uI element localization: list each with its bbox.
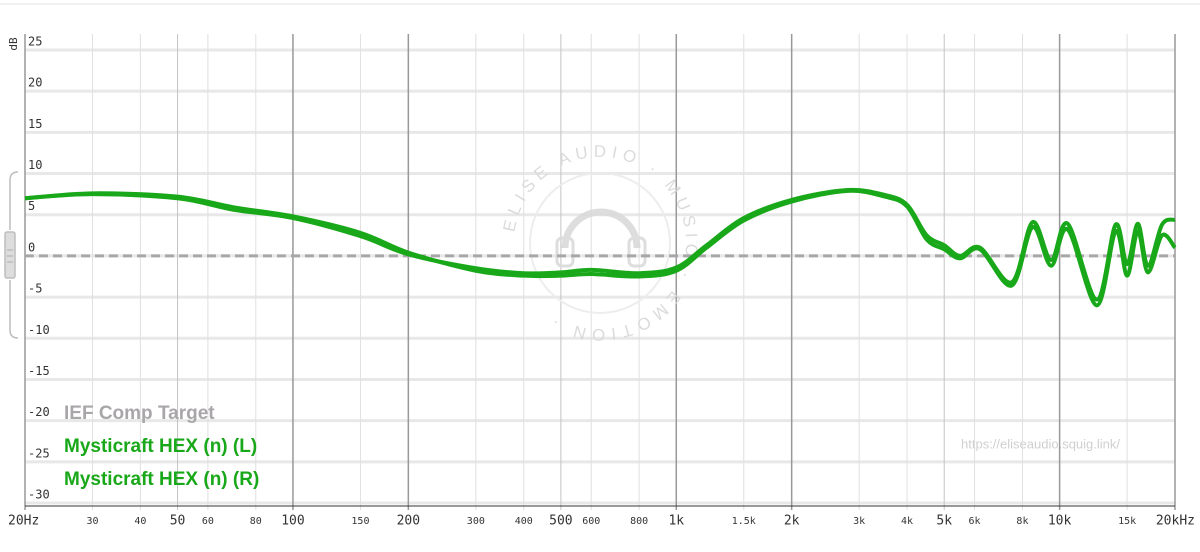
- y-tick-label: -20: [28, 405, 50, 419]
- x-tick-label: 5k: [936, 514, 952, 529]
- x-tick-label: 40: [134, 516, 146, 527]
- x-tick-label: 3k: [853, 516, 865, 527]
- x-tick-label: 20kHz: [1156, 514, 1195, 529]
- x-tick-label: 30: [86, 516, 98, 527]
- legend-entry: IEF Comp Target: [64, 403, 215, 424]
- x-tick-label: 80: [250, 516, 262, 527]
- x-tick-label: 8k: [1016, 516, 1028, 527]
- logo: ELISE AUDIO · MUSIC · EMOTION ·: [500, 142, 695, 344]
- y-tick-label: -30: [28, 488, 50, 502]
- y-tick-label: 20: [28, 76, 42, 90]
- y-tick-label: 15: [28, 117, 42, 131]
- x-tick-label: 1k: [668, 514, 684, 529]
- x-tick-label: 1.5k: [732, 516, 756, 527]
- x-tick-label: 400: [515, 516, 533, 527]
- y-axis-label: dB: [7, 37, 20, 51]
- legend-entry: Mysticraft HEX (n) (L): [64, 436, 257, 457]
- x-tick-label: 4k: [901, 516, 913, 527]
- x-tick-label: 150: [351, 516, 369, 527]
- x-tick-label: 2k: [784, 514, 800, 529]
- legend-entry: Mysticraft HEX (n) (R): [64, 469, 259, 490]
- x-tick-label: 20Hz: [8, 514, 39, 529]
- y-tick-label: 0: [28, 240, 35, 254]
- y-tick-label: -5: [28, 282, 42, 296]
- response-line: [24, 188, 1177, 308]
- x-tick-label: 100: [281, 514, 304, 529]
- y-tick-label: -15: [28, 364, 50, 378]
- x-tick-label: 800: [630, 516, 648, 527]
- x-tick-label: 300: [467, 516, 485, 527]
- x-tick-label: 15k: [1118, 516, 1136, 527]
- range-handle: [4, 171, 19, 339]
- x-tick-label: 200: [397, 514, 420, 529]
- x-tick-label: 60: [202, 516, 214, 527]
- y-tick-label: -10: [28, 323, 50, 337]
- y-tick-label: 25: [28, 35, 42, 49]
- x-tick-label: 50: [170, 514, 186, 529]
- x-tick-label: 6k: [969, 516, 981, 527]
- x-tick-label: 500: [549, 514, 572, 529]
- x-tick-label: 10k: [1048, 514, 1072, 529]
- y-tick-label: -25: [28, 446, 50, 460]
- y-tick-label: 10: [28, 158, 42, 172]
- x-tick-label: 600: [582, 516, 600, 527]
- y-tick-label: 5: [28, 199, 35, 213]
- watermark-url: https://eliseaudio.squig.link/: [961, 436, 1120, 451]
